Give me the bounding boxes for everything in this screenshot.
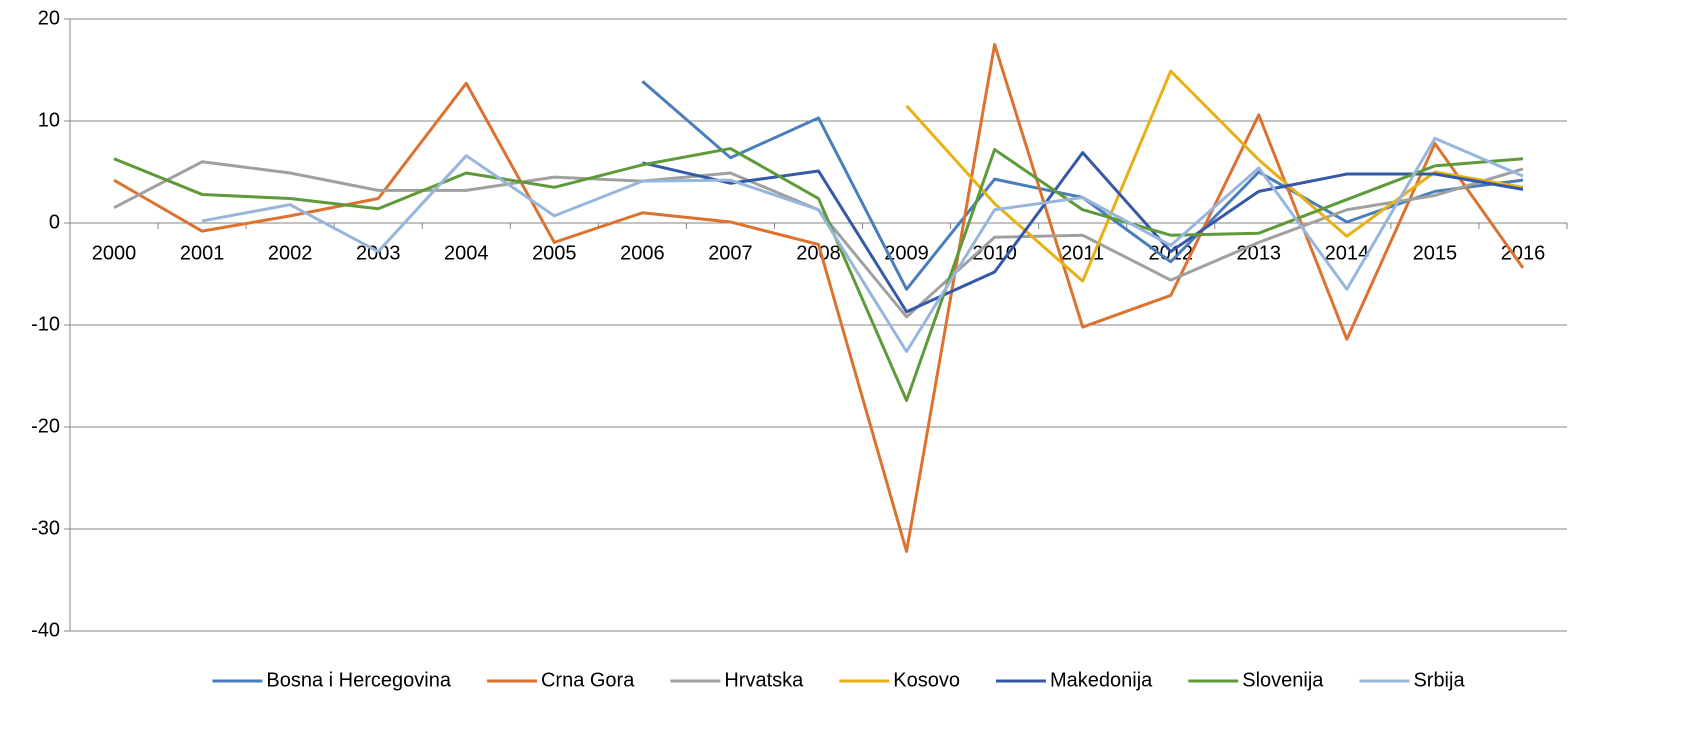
- x-tick-label: 2007: [708, 242, 753, 264]
- legend-label: Bosna i Hercegovina: [266, 669, 451, 691]
- legend-label: Srbija: [1413, 669, 1465, 691]
- x-tick-label: 2005: [532, 242, 577, 264]
- series-line: [113, 147, 1524, 402]
- x-tick-label: 2002: [268, 242, 313, 264]
- x-tick-label: 2000: [92, 242, 137, 264]
- y-tick-label: 10: [38, 109, 60, 131]
- x-tick-label: 2008: [796, 242, 841, 264]
- y-tick-label: 0: [49, 211, 60, 233]
- x-tick-label: 2009: [884, 242, 929, 264]
- x-tick-label: 2012: [1148, 242, 1193, 264]
- y-tick-label: -20: [31, 415, 60, 437]
- x-tick-label: 2001: [180, 242, 225, 264]
- x-tick-label: 2013: [1237, 242, 1282, 264]
- x-tick-label: 2014: [1325, 242, 1370, 264]
- legend-label: Kosovo: [893, 669, 960, 691]
- x-tick-label: 2003: [356, 242, 401, 264]
- legend-label: Crna Gora: [541, 669, 635, 691]
- series-line: [642, 151, 1524, 314]
- y-tick-label: 20: [38, 7, 60, 29]
- y-tick-label: -10: [31, 313, 60, 335]
- series-line: [905, 69, 1524, 283]
- y-tick-label: -40: [31, 619, 60, 641]
- legend-label: Makedonija: [1050, 669, 1153, 691]
- series-line: [201, 136, 1524, 354]
- x-tick-label: 2016: [1501, 242, 1546, 264]
- y-tick-label: -30: [31, 517, 60, 539]
- legend-label: Slovenija: [1242, 669, 1324, 691]
- x-tick-label: 2004: [444, 242, 489, 264]
- legend-label: Hrvatska: [724, 669, 804, 691]
- x-tick-label: 2006: [620, 242, 665, 264]
- x-tick-label: 2015: [1413, 242, 1458, 264]
